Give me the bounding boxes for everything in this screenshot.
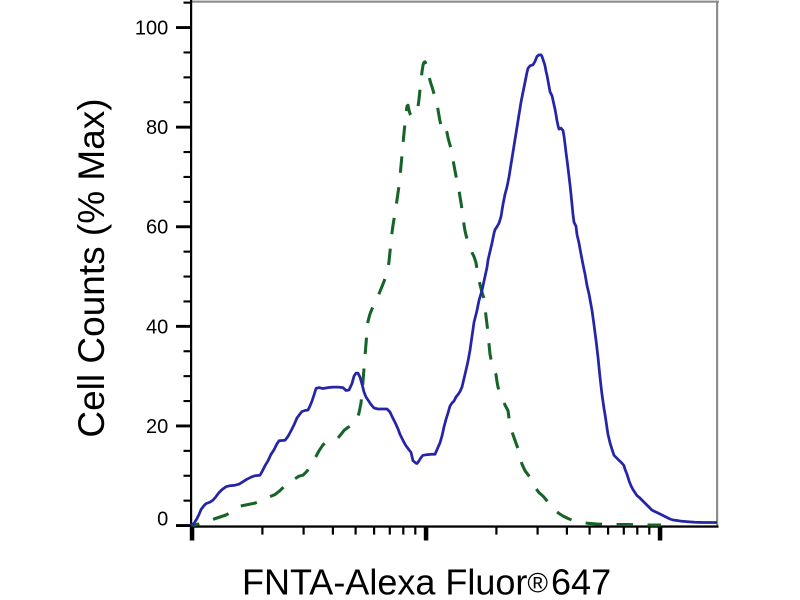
svg-text:Cell Counts (% Max): Cell Counts (% Max) bbox=[71, 98, 112, 437]
svg-text:80: 80 bbox=[146, 117, 168, 139]
svg-text:100: 100 bbox=[135, 18, 168, 40]
svg-text:FNTA-Alexa Fluor®647: FNTA-Alexa Fluor®647 bbox=[242, 562, 611, 600]
svg-text:20: 20 bbox=[146, 416, 168, 438]
svg-text:40: 40 bbox=[146, 316, 168, 338]
svg-text:60: 60 bbox=[146, 217, 168, 239]
svg-text:0: 0 bbox=[157, 509, 168, 531]
